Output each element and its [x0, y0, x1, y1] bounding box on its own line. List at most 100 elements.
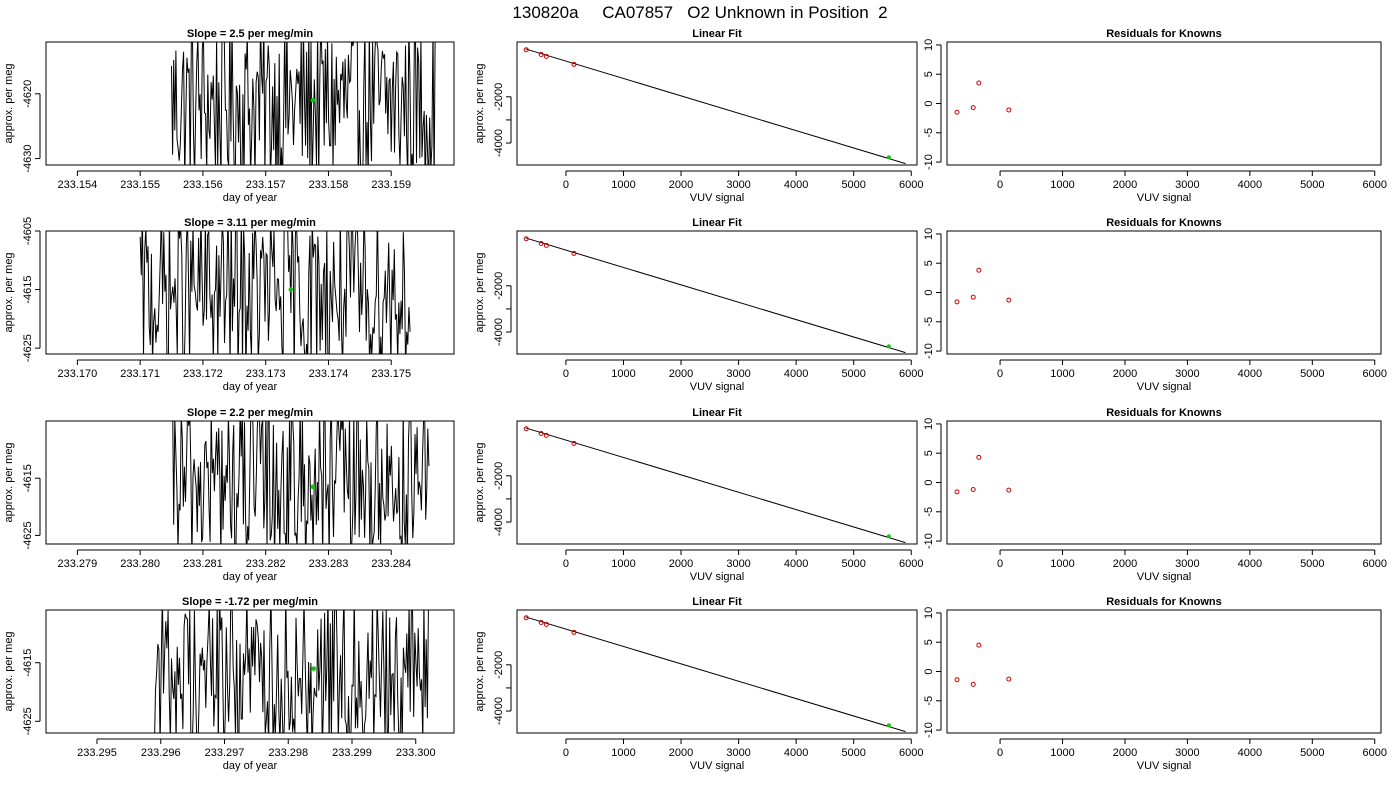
x-tick-label: 4000 [1238, 558, 1262, 570]
plot-frame [946, 609, 1382, 734]
x-axis-label: VUV signal [1137, 571, 1191, 583]
y-axis-label: approx. per meg [474, 252, 486, 332]
y-tick-label: -5 [923, 128, 935, 138]
y-tick-label: 5 [923, 639, 935, 645]
residual-point [1006, 676, 1012, 682]
unknown-point [886, 534, 891, 539]
x-tick-label: 233.283 [309, 558, 349, 570]
x-tick-label: 2000 [1113, 368, 1137, 380]
known-point [543, 432, 549, 438]
known-point [523, 236, 529, 242]
y-axis-label: approx. per meg [474, 63, 486, 143]
x-tick-label: 233.155 [120, 179, 160, 191]
x-tick-label: 0 [997, 368, 1003, 380]
y-tick-label: -4625 [22, 334, 34, 362]
known-point [523, 615, 529, 621]
plot-area [954, 642, 1012, 687]
y-tick-label: -4625 [22, 521, 34, 549]
panel-title: Slope = 3.11 per meg/min [184, 217, 316, 229]
y-tick-label: -10 [923, 722, 935, 738]
plot-area [523, 615, 906, 733]
x-tick-label: 5000 [841, 747, 865, 759]
plot-frame [516, 609, 918, 734]
panel-title: Slope = 2.2 per meg/min [187, 407, 314, 419]
plot-frame [946, 41, 1382, 166]
x-tick-label: 4000 [784, 747, 808, 759]
x-tick-label: 233.170 [58, 368, 98, 380]
residual-point [970, 294, 976, 300]
x-tick-label: 233.279 [58, 558, 98, 570]
fit-line [525, 616, 906, 733]
mean-point [310, 484, 316, 490]
fit-line [525, 237, 906, 354]
known-point [538, 430, 544, 436]
data-trace [171, 42, 436, 165]
panel-r1-c3: Residuals for Knowns 0 1000 2000 3000 4000 500… [923, 28, 1387, 204]
known-point [543, 621, 549, 627]
x-tick-label: 233.154 [58, 179, 98, 191]
panel-title: Slope = 2.5 per meg/min [187, 28, 314, 40]
x-tick-label: 2000 [1113, 179, 1137, 191]
panel-r2-c3: Residuals for Knowns 0 1000 2000 3000 4000 500… [923, 217, 1387, 393]
y-tick-label: -10 [923, 533, 935, 549]
panel-title: Residuals for Knowns [1106, 407, 1222, 419]
x-tick-label: 5000 [841, 368, 865, 380]
x-tick-label: 4000 [784, 368, 808, 380]
x-tick-label: 1000 [1050, 558, 1074, 570]
known-point [523, 47, 529, 53]
x-axis-label: VUV signal [690, 760, 744, 772]
data-trace [154, 610, 429, 733]
x-tick-label: 2000 [669, 558, 693, 570]
x-tick-label: 3000 [1175, 179, 1199, 191]
x-tick-label: 3000 [1175, 747, 1199, 759]
x-tick-label: 0 [563, 747, 569, 759]
x-tick-label: 233.299 [332, 747, 372, 759]
y-tick-label: -5 [923, 507, 935, 517]
plot-frame [45, 420, 455, 545]
y-tick-label: -4605 [22, 217, 34, 245]
residual-point [976, 642, 982, 648]
x-tick-label: 5000 [1300, 558, 1324, 570]
x-axis-label: day of year [223, 381, 278, 393]
known-point [571, 250, 577, 256]
panel-title: Linear Fit [692, 407, 742, 419]
x-tick-label: 6000 [899, 368, 923, 380]
residual-point [976, 267, 982, 273]
x-tick-label: 233.295 [77, 747, 117, 759]
residual-point [954, 677, 960, 683]
plot-area [954, 80, 1012, 115]
x-axis-label: day of year [223, 760, 278, 772]
x-tick-label: 233.297 [205, 747, 245, 759]
y-tick-label: -4000 [493, 697, 505, 725]
residual-point [954, 299, 960, 305]
x-tick-label: 233.159 [371, 179, 411, 191]
x-tick-label: 6000 [1363, 558, 1387, 570]
x-tick-label: 1000 [611, 558, 635, 570]
panel-title: Residuals for Knowns [1106, 217, 1222, 229]
y-axis-label: approx. per meg [3, 63, 15, 143]
x-tick-label: 233.174 [309, 368, 349, 380]
x-tick-label: 233.156 [183, 179, 223, 191]
y-tick-label: 0 [923, 100, 935, 106]
plot-frame [946, 230, 1382, 355]
y-tick-label: 0 [923, 668, 935, 674]
panel-title: Linear Fit [692, 596, 742, 608]
y-tick-label: -4620 [22, 80, 34, 108]
x-tick-label: 4000 [784, 179, 808, 191]
x-tick-label: 4000 [1238, 179, 1262, 191]
x-tick-label: 233.171 [120, 368, 160, 380]
x-axis-label: day of year [223, 192, 278, 204]
y-tick-label: 10 [923, 418, 935, 430]
x-tick-label: 5000 [1300, 747, 1324, 759]
x-tick-label: 2000 [669, 368, 693, 380]
fit-line [525, 48, 906, 165]
known-point [538, 51, 544, 57]
x-tick-label: 2000 [669, 747, 693, 759]
y-tick-label: 0 [923, 479, 935, 485]
fit-line [525, 427, 906, 544]
y-tick-label: -2000 [493, 83, 505, 111]
x-tick-label: 3000 [726, 558, 750, 570]
x-tick-label: 233.284 [371, 558, 411, 570]
x-tick-label: 2000 [1113, 747, 1137, 759]
x-tick-label: 3000 [1175, 368, 1199, 380]
